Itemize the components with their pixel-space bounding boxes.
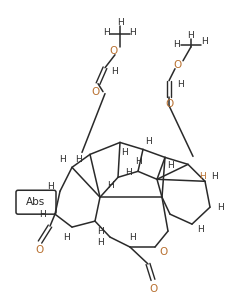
Text: H: H (75, 155, 81, 164)
Text: O: O (110, 46, 118, 56)
Text: H: H (212, 172, 218, 181)
Text: H: H (97, 227, 103, 236)
Text: O: O (159, 247, 167, 257)
Text: Abs: Abs (26, 197, 46, 207)
Text: O: O (91, 87, 99, 97)
FancyBboxPatch shape (16, 190, 56, 214)
Text: H: H (177, 80, 183, 89)
Text: H: H (167, 161, 173, 170)
Text: H: H (187, 31, 193, 40)
Text: H: H (47, 182, 53, 191)
Text: H: H (122, 148, 128, 157)
Text: H: H (117, 18, 123, 27)
Text: H: H (130, 28, 136, 37)
Text: H: H (104, 28, 110, 37)
Text: H: H (217, 203, 223, 212)
Text: H: H (130, 232, 136, 242)
Text: H: H (174, 40, 180, 49)
Text: H: H (201, 37, 207, 46)
Text: H: H (135, 157, 141, 166)
Text: O: O (165, 99, 173, 109)
Text: H: H (59, 155, 65, 164)
Text: O: O (174, 60, 182, 70)
Text: H: H (107, 181, 113, 190)
Text: H: H (197, 224, 203, 234)
Text: H: H (125, 168, 131, 177)
Text: O: O (36, 245, 44, 255)
Text: H: H (200, 172, 206, 181)
Text: O: O (149, 284, 157, 294)
Text: H: H (40, 210, 46, 219)
Text: H: H (97, 237, 103, 247)
Text: H: H (112, 67, 118, 76)
Text: H: H (145, 137, 151, 146)
Text: H: H (64, 232, 70, 242)
